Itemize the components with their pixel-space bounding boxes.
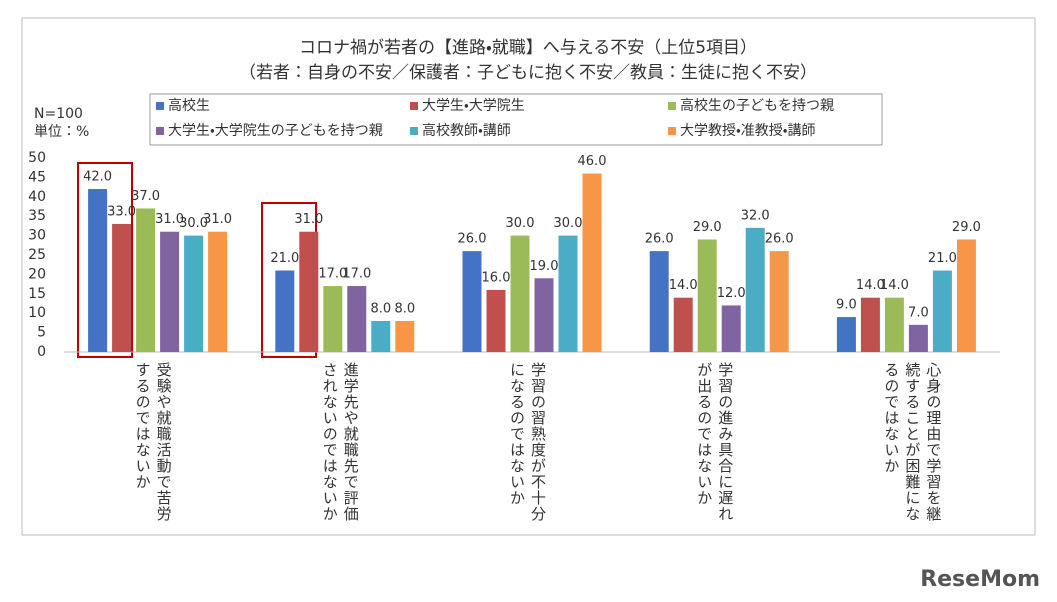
bar (323, 286, 343, 352)
legend-swatch (410, 127, 418, 135)
x-tick-label: 心身の理由で学習を継続することが困難になるのではないか (882, 362, 943, 522)
value-label: 32.0 (741, 208, 770, 223)
legend-swatch (156, 127, 164, 135)
value-label: 19.0 (530, 259, 559, 274)
value-label: 33.0 (107, 204, 136, 219)
bar (534, 278, 554, 352)
value-label: 14.0 (856, 278, 885, 293)
bar (673, 297, 693, 352)
bar (745, 227, 765, 352)
highlight-box (77, 162, 133, 358)
bar (160, 231, 180, 352)
value-label: 8.0 (394, 301, 415, 316)
value-label: 14.0 (669, 278, 698, 293)
bar (112, 223, 132, 352)
value-label: 26.0 (765, 232, 794, 247)
y-tick-label: 15 (28, 286, 46, 302)
bar (769, 251, 789, 352)
bar (884, 297, 904, 352)
value-label: 17.0 (342, 267, 371, 282)
legend-swatch (668, 102, 676, 110)
legend-label: 高校生 (168, 97, 210, 114)
y-tick-label: 20 (28, 266, 46, 282)
y-tick-label: 25 (28, 247, 46, 263)
legend-swatch (668, 127, 676, 135)
bar (347, 286, 367, 352)
y-tick-label: 45 (28, 169, 46, 185)
bar (860, 297, 880, 352)
value-label: 9.0 (836, 298, 857, 313)
bar (558, 235, 578, 352)
value-label: 37.0 (131, 189, 160, 204)
bar (88, 189, 108, 352)
value-label: 21.0 (928, 251, 957, 266)
bar (721, 305, 741, 352)
legend-label: 大学生・大学院生 (422, 98, 525, 114)
x-tick-label: 学習の習熟度が不十分になるのではないか (508, 362, 547, 522)
value-label: 30.0 (506, 216, 535, 231)
y-tick-label: 10 (28, 305, 46, 321)
value-label: 29.0 (952, 220, 981, 235)
value-label: 29.0 (693, 220, 722, 235)
value-label: 46.0 (578, 154, 607, 169)
value-label: 26.0 (458, 232, 487, 247)
sample-note: N=100 (34, 106, 83, 122)
bar (510, 235, 530, 352)
bar (932, 270, 952, 352)
bar (956, 239, 976, 352)
bar (486, 289, 506, 352)
watermark: ReseMom (920, 567, 1040, 592)
legend-label: 高校教師・講師 (422, 122, 511, 139)
y-tick-label: 35 (28, 208, 46, 224)
y-tick-label: 0 (37, 344, 46, 360)
y-tick-label: 50 (28, 150, 46, 166)
value-label: 14.0 (880, 278, 909, 293)
legend-swatch (410, 102, 418, 110)
value-label: 31.0 (294, 212, 323, 227)
legend-swatch (156, 102, 164, 110)
value-label: 16.0 (482, 270, 511, 285)
chart-subtitle: （若者：自身の不安／保護者：子どもに抱く不安／教員：生徒に抱く不安） (239, 63, 817, 83)
value-label: 30.0 (179, 216, 208, 231)
bar (395, 320, 415, 352)
x-tick-label: 学習の進み具合に遅れが出るのではないか (695, 362, 735, 522)
y-tick-label: 5 (37, 325, 46, 341)
x-tick-label: 受験や就職活動で苦労するのではないか (133, 362, 173, 522)
value-label: 42.0 (83, 170, 112, 185)
bar (184, 235, 204, 352)
value-label: 26.0 (645, 232, 674, 247)
legend-label: 大学生・大学院生の子どもを持つ親 (168, 123, 383, 139)
legend-label: 高校生の子どもを持つ親 (680, 97, 834, 114)
value-label: 21.0 (270, 251, 299, 266)
bar (836, 317, 856, 352)
value-label: 7.0 (908, 305, 929, 320)
bar (462, 251, 482, 352)
value-label: 31.0 (155, 212, 184, 227)
legend-box (149, 93, 883, 146)
bar (649, 251, 669, 352)
bar (208, 231, 228, 352)
bar (908, 324, 928, 352)
y-tick-label: 40 (28, 189, 46, 205)
value-label: 30.0 (554, 216, 583, 231)
value-label: 12.0 (717, 286, 746, 301)
value-label: 17.0 (318, 267, 347, 282)
bar (582, 173, 602, 352)
bar (697, 239, 717, 352)
value-label: 8.0 (370, 301, 391, 316)
bar (371, 320, 391, 352)
legend-label: 大学教授・准教授・講師 (680, 123, 816, 139)
chart-title: コロナ禍が若者の【進路・就職】へ与える不安（上位5項目） (299, 38, 757, 58)
value-label: 31.0 (203, 212, 232, 227)
bar (299, 231, 319, 352)
bar (275, 270, 295, 352)
x-tick-label: 進学先や就職先で評価されないのではないか (320, 362, 360, 522)
bar (136, 208, 156, 352)
y-tick-label: 30 (28, 228, 46, 244)
unit-note: 単位：% (34, 124, 89, 140)
